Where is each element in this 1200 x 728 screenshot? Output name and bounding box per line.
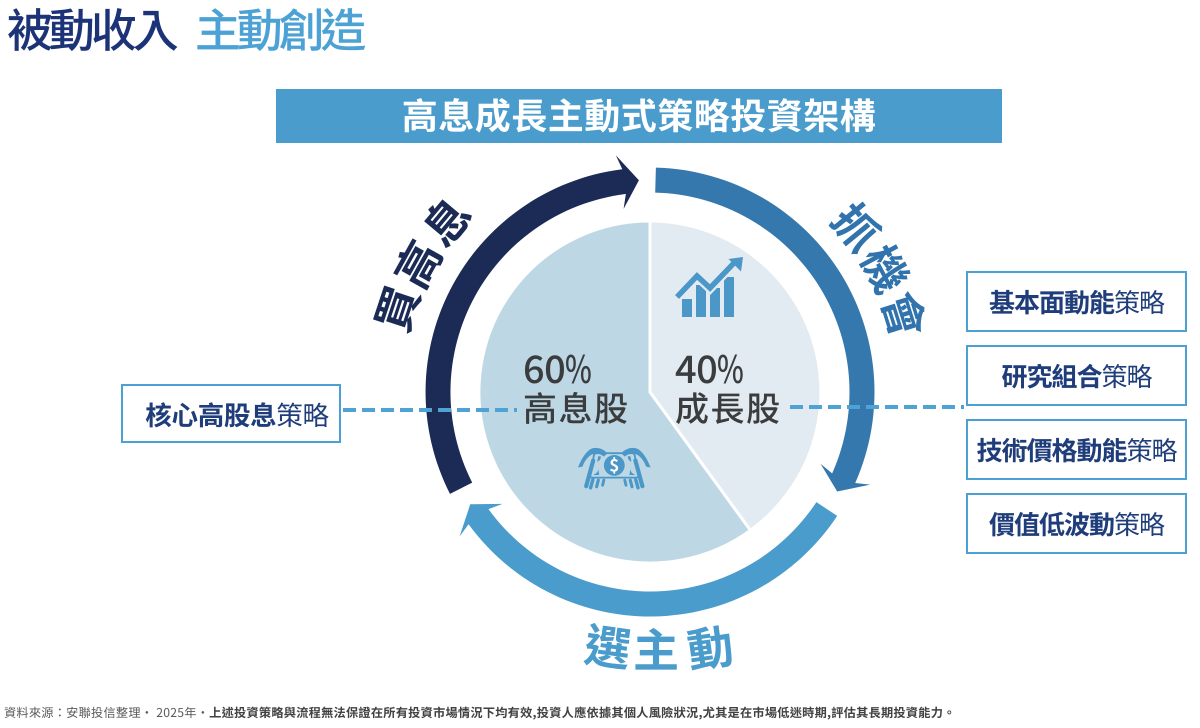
svg-text:$: $ (609, 451, 619, 476)
